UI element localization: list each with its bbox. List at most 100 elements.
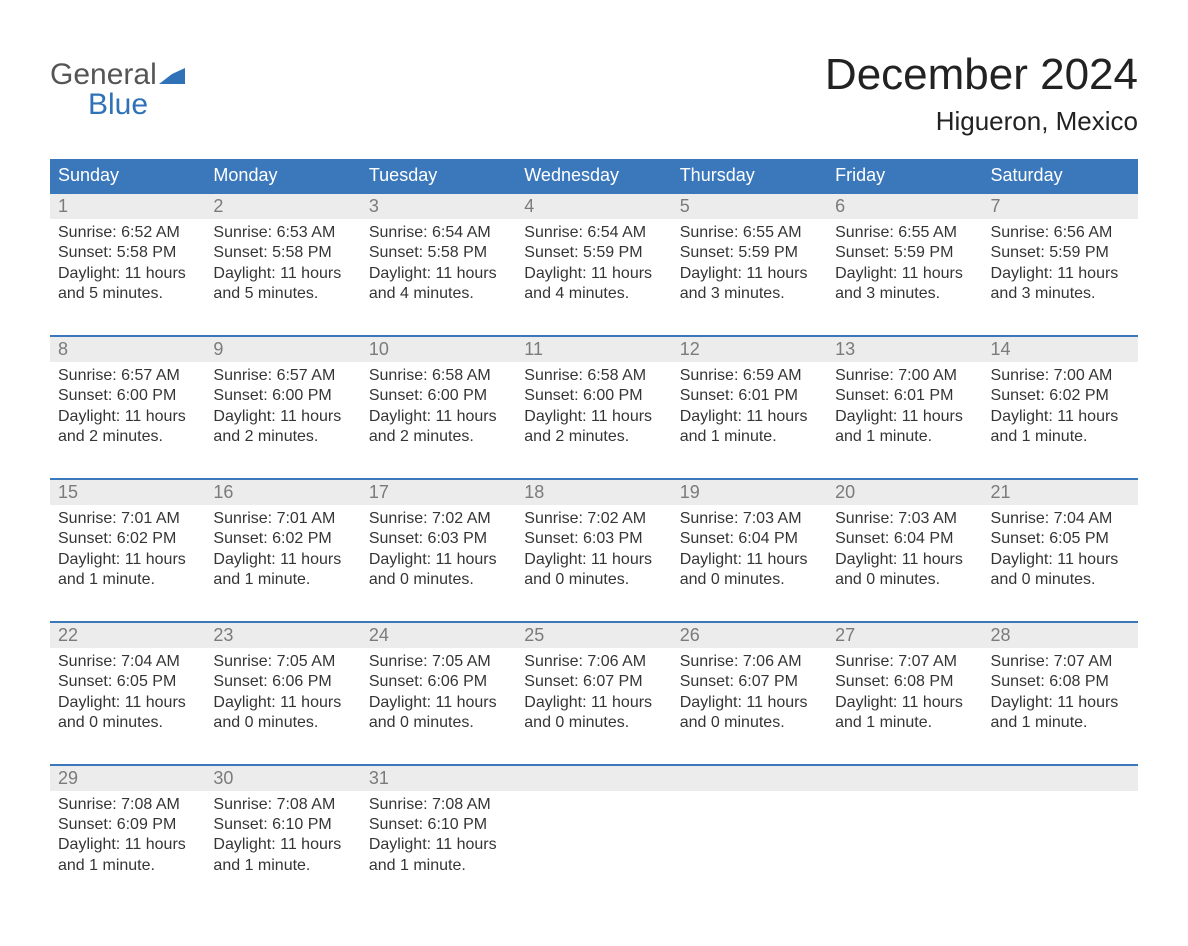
sunset-text: Sunset: 6:06 PM bbox=[213, 672, 352, 692]
sunrise-text: Sunrise: 6:59 AM bbox=[680, 366, 819, 386]
daylight-line1: Daylight: 11 hours bbox=[835, 550, 974, 570]
sunrise-text: Sunrise: 7:04 AM bbox=[991, 509, 1130, 529]
day-number: 27 bbox=[827, 623, 982, 648]
daylight-line1: Daylight: 11 hours bbox=[991, 264, 1130, 284]
daylight-line2: and 1 minute. bbox=[835, 713, 974, 733]
daylight-line1: Daylight: 11 hours bbox=[680, 693, 819, 713]
day-number: 4 bbox=[516, 194, 671, 219]
logo-word-2: Blue bbox=[88, 88, 148, 121]
day-number-row: 1234567 bbox=[50, 194, 1138, 219]
day-cell bbox=[672, 791, 827, 907]
daylight-line2: and 1 minute. bbox=[835, 427, 974, 447]
day-number: 25 bbox=[516, 623, 671, 648]
sunset-text: Sunset: 5:59 PM bbox=[835, 243, 974, 263]
day-number: 15 bbox=[50, 480, 205, 505]
daylight-line1: Daylight: 11 hours bbox=[524, 264, 663, 284]
sunrise-text: Sunrise: 6:56 AM bbox=[991, 223, 1130, 243]
daylight-line1: Daylight: 11 hours bbox=[369, 407, 508, 427]
sunset-text: Sunset: 6:02 PM bbox=[58, 529, 197, 549]
day-number: 5 bbox=[672, 194, 827, 219]
sunset-text: Sunset: 6:01 PM bbox=[680, 386, 819, 406]
day-content-row: Sunrise: 6:52 AMSunset: 5:58 PMDaylight:… bbox=[50, 219, 1138, 335]
sunrise-text: Sunrise: 6:57 AM bbox=[213, 366, 352, 386]
daylight-line2: and 4 minutes. bbox=[369, 284, 508, 304]
day-number: 1 bbox=[50, 194, 205, 219]
day-cell: Sunrise: 7:03 AMSunset: 6:04 PMDaylight:… bbox=[672, 505, 827, 621]
daylight-line2: and 1 minute. bbox=[213, 856, 352, 876]
logo-word-1: General bbox=[50, 58, 157, 91]
daylight-line1: Daylight: 11 hours bbox=[369, 550, 508, 570]
dow-sunday: Sunday bbox=[50, 159, 205, 192]
daylight-line2: and 2 minutes. bbox=[58, 427, 197, 447]
sunrise-text: Sunrise: 7:03 AM bbox=[835, 509, 974, 529]
day-number: 13 bbox=[827, 337, 982, 362]
day-number: 21 bbox=[983, 480, 1138, 505]
day-number: 14 bbox=[983, 337, 1138, 362]
day-cell: Sunrise: 7:08 AMSunset: 6:10 PMDaylight:… bbox=[205, 791, 360, 907]
sunrise-text: Sunrise: 6:58 AM bbox=[524, 366, 663, 386]
sunset-text: Sunset: 5:58 PM bbox=[213, 243, 352, 263]
day-cell: Sunrise: 7:06 AMSunset: 6:07 PMDaylight:… bbox=[672, 648, 827, 764]
day-cell: Sunrise: 7:01 AMSunset: 6:02 PMDaylight:… bbox=[50, 505, 205, 621]
sunset-text: Sunset: 6:00 PM bbox=[369, 386, 508, 406]
daylight-line1: Daylight: 11 hours bbox=[58, 407, 197, 427]
day-content-row: Sunrise: 7:01 AMSunset: 6:02 PMDaylight:… bbox=[50, 505, 1138, 621]
day-cell: Sunrise: 7:08 AMSunset: 6:09 PMDaylight:… bbox=[50, 791, 205, 907]
day-cell: Sunrise: 7:05 AMSunset: 6:06 PMDaylight:… bbox=[361, 648, 516, 764]
daylight-line2: and 1 minute. bbox=[991, 713, 1130, 733]
daylight-line2: and 0 minutes. bbox=[369, 570, 508, 590]
day-cell: Sunrise: 7:05 AMSunset: 6:06 PMDaylight:… bbox=[205, 648, 360, 764]
daylight-line2: and 0 minutes. bbox=[369, 713, 508, 733]
sunset-text: Sunset: 6:00 PM bbox=[213, 386, 352, 406]
daylight-line1: Daylight: 11 hours bbox=[58, 550, 197, 570]
sunrise-text: Sunrise: 7:08 AM bbox=[369, 795, 508, 815]
daylight-line1: Daylight: 11 hours bbox=[524, 407, 663, 427]
day-number: 23 bbox=[205, 623, 360, 648]
day-cell: Sunrise: 7:01 AMSunset: 6:02 PMDaylight:… bbox=[205, 505, 360, 621]
sunset-text: Sunset: 6:05 PM bbox=[58, 672, 197, 692]
daylight-line2: and 1 minute. bbox=[213, 570, 352, 590]
daylight-line1: Daylight: 11 hours bbox=[58, 264, 197, 284]
sunrise-text: Sunrise: 6:55 AM bbox=[835, 223, 974, 243]
day-cell: Sunrise: 6:55 AMSunset: 5:59 PMDaylight:… bbox=[672, 219, 827, 335]
day-number bbox=[672, 766, 827, 791]
day-cell: Sunrise: 6:58 AMSunset: 6:00 PMDaylight:… bbox=[361, 362, 516, 478]
day-cell: Sunrise: 6:52 AMSunset: 5:58 PMDaylight:… bbox=[50, 219, 205, 335]
day-cell bbox=[516, 791, 671, 907]
sunrise-text: Sunrise: 7:02 AM bbox=[369, 509, 508, 529]
daylight-line1: Daylight: 11 hours bbox=[680, 264, 819, 284]
sunrise-text: Sunrise: 7:01 AM bbox=[213, 509, 352, 529]
sunset-text: Sunset: 6:06 PM bbox=[369, 672, 508, 692]
daylight-line2: and 0 minutes. bbox=[991, 570, 1130, 590]
daylight-line1: Daylight: 11 hours bbox=[524, 693, 663, 713]
day-number: 9 bbox=[205, 337, 360, 362]
daylight-line1: Daylight: 11 hours bbox=[835, 693, 974, 713]
dow-thursday: Thursday bbox=[672, 159, 827, 192]
daylight-line2: and 1 minute. bbox=[58, 570, 197, 590]
daylight-line2: and 0 minutes. bbox=[213, 713, 352, 733]
day-number: 18 bbox=[516, 480, 671, 505]
daylight-line1: Daylight: 11 hours bbox=[524, 550, 663, 570]
sunset-text: Sunset: 6:02 PM bbox=[991, 386, 1130, 406]
daylight-line2: and 2 minutes. bbox=[213, 427, 352, 447]
day-cell: Sunrise: 6:54 AMSunset: 5:59 PMDaylight:… bbox=[516, 219, 671, 335]
sunrise-text: Sunrise: 6:57 AM bbox=[58, 366, 197, 386]
day-cell: Sunrise: 6:55 AMSunset: 5:59 PMDaylight:… bbox=[827, 219, 982, 335]
page-header: General Blue December 2024 Higueron, Mex… bbox=[50, 40, 1138, 141]
sunset-text: Sunset: 6:03 PM bbox=[524, 529, 663, 549]
daylight-line2: and 0 minutes. bbox=[835, 570, 974, 590]
sunrise-text: Sunrise: 7:06 AM bbox=[680, 652, 819, 672]
dow-monday: Monday bbox=[205, 159, 360, 192]
sunset-text: Sunset: 6:04 PM bbox=[680, 529, 819, 549]
day-number bbox=[827, 766, 982, 791]
day-cell: Sunrise: 7:07 AMSunset: 6:08 PMDaylight:… bbox=[983, 648, 1138, 764]
sunset-text: Sunset: 5:58 PM bbox=[369, 243, 508, 263]
daylight-line1: Daylight: 11 hours bbox=[213, 693, 352, 713]
daylight-line1: Daylight: 11 hours bbox=[369, 693, 508, 713]
day-content-row: Sunrise: 7:08 AMSunset: 6:09 PMDaylight:… bbox=[50, 791, 1138, 907]
day-cell bbox=[983, 791, 1138, 907]
daylight-line1: Daylight: 11 hours bbox=[991, 693, 1130, 713]
day-number: 22 bbox=[50, 623, 205, 648]
calendar-page: General Blue December 2024 Higueron, Mex… bbox=[0, 0, 1188, 946]
brand-logo: General Blue bbox=[50, 40, 185, 120]
